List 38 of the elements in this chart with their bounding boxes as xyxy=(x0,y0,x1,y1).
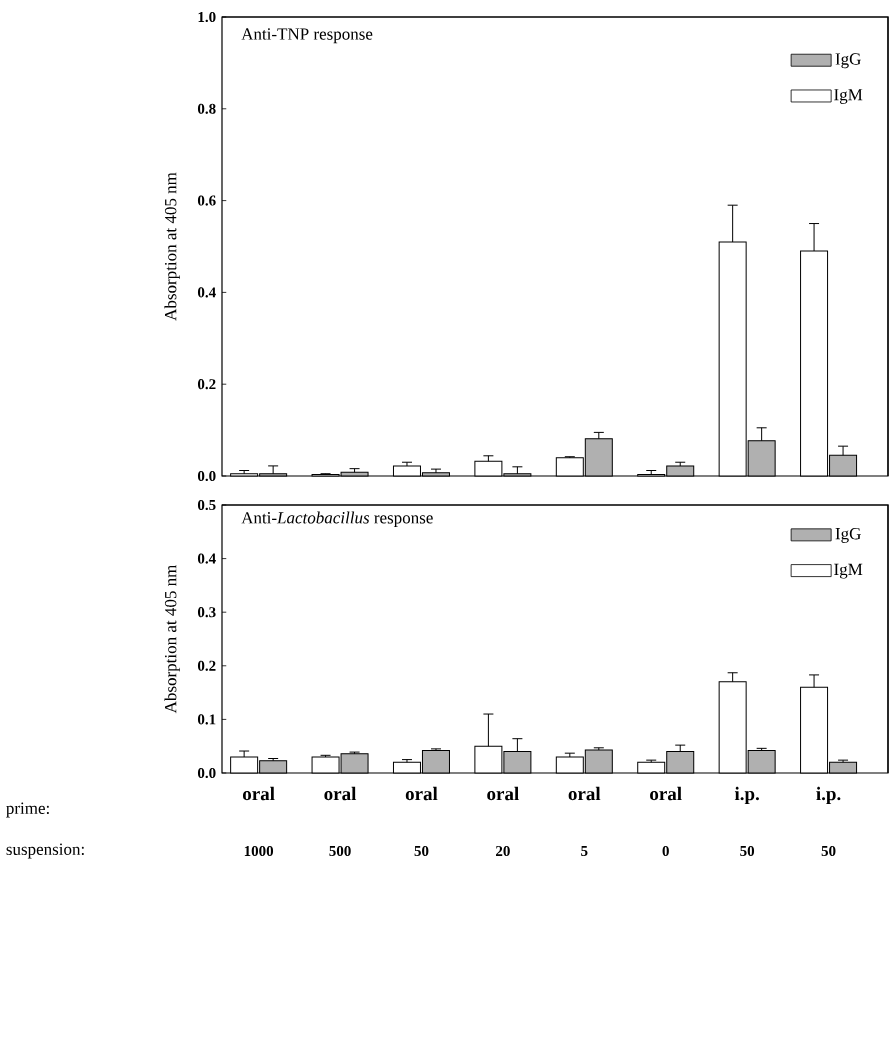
x-tick-label: i.p. xyxy=(816,786,841,805)
text: Anti-TNP response xyxy=(241,28,373,44)
chart-title: Anti-Lactobacillus response xyxy=(241,511,433,527)
legend-label: IgG xyxy=(835,53,861,69)
text: 500 xyxy=(329,845,351,857)
y-axis-title: Absorption at 405 nm xyxy=(164,172,180,321)
y-axis-title: Absorption at 405 nm xyxy=(164,564,180,714)
x-tick-label: oral xyxy=(405,786,438,801)
y-tick-label: 0.5 xyxy=(197,499,216,511)
x-tick-label: oral xyxy=(650,786,682,801)
x-tick-label: oral xyxy=(243,786,275,801)
legend-label: IgM xyxy=(834,89,863,104)
y-tick-label: 1.0 xyxy=(198,11,216,23)
text: 50 xyxy=(414,845,429,857)
text: 5 xyxy=(581,846,588,856)
legend-label: IgG xyxy=(835,527,861,543)
text: 0 xyxy=(662,845,669,857)
y-tick-label: 0.4 xyxy=(197,287,216,298)
y-tick-label: 0.0 xyxy=(197,470,216,482)
x-tick-label: oral xyxy=(568,786,601,801)
text: suspension: xyxy=(6,843,84,859)
text: 50 xyxy=(821,845,836,857)
text: 1000 xyxy=(244,845,274,857)
y-tick-label: 0.4 xyxy=(197,553,216,564)
text: 20 xyxy=(496,845,510,857)
x-tick-label: oral xyxy=(487,786,519,801)
text: prime: xyxy=(6,802,49,818)
y-tick-label: 0.2 xyxy=(197,660,216,671)
y-tick-label: 0.0 xyxy=(197,767,216,779)
y-tick-label: 0.6 xyxy=(197,195,216,206)
text: 50 xyxy=(740,845,755,857)
x-tick-label: i.p. xyxy=(734,786,759,805)
y-tick-label: 0.2 xyxy=(197,379,216,390)
y-tick-label: 0.3 xyxy=(197,607,216,618)
legend-label: IgM xyxy=(834,563,863,579)
y-tick-label: 0.8 xyxy=(197,103,216,114)
x-tick-label: oral xyxy=(324,786,357,801)
y-tick-label: 0.1 xyxy=(197,714,216,725)
